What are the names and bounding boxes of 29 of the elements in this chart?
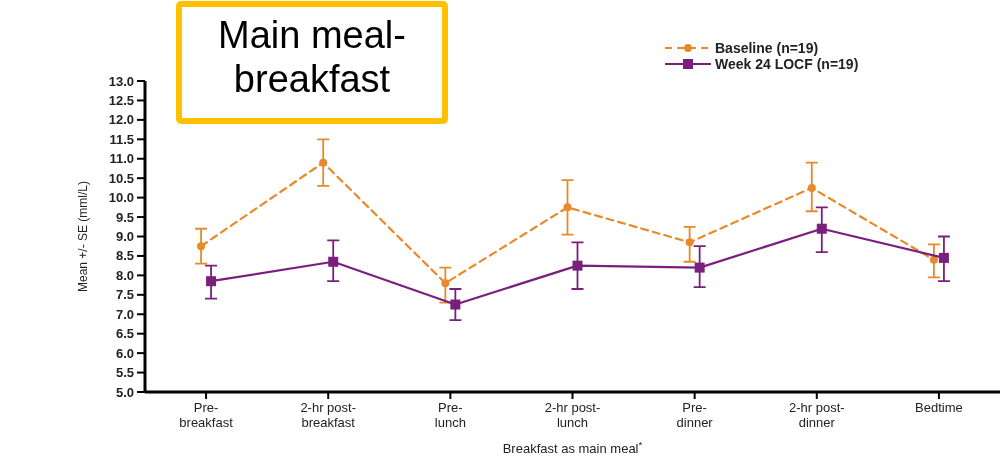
- x-tick-label: Pre- breakfast: [179, 400, 234, 430]
- y-axis-title: Mean +/- SE (mml/L): [76, 180, 90, 293]
- annotation: Main meal- breakfast: [218, 14, 406, 100]
- x-axis-title: Breakfast as main meal$^{*}$: [502, 438, 643, 456]
- y-tick-label: 6.5: [115, 326, 134, 342]
- y-tick-label: 11.5: [109, 131, 134, 147]
- x-tick-label: 2-hr post- lunch: [544, 400, 601, 430]
- y-tick-label: 5.0: [115, 384, 134, 400]
- y-tick-label: 8.5: [115, 248, 134, 264]
- y-tick-label: 13.0: [108, 73, 134, 89]
- y-tick-label: 12.0: [108, 112, 134, 128]
- y-tick-label: 7.0: [115, 306, 134, 322]
- y-tick-label: 6.0: [115, 345, 134, 361]
- x-tick-label: Bedtime: [915, 400, 963, 415]
- legend-label: Baseline (n=19): [715, 39, 819, 56]
- y-tick-label: 5.5: [115, 365, 134, 381]
- y-tick-label: 12.5: [108, 92, 134, 108]
- y-tick-label: 10.5: [108, 170, 134, 186]
- legend-label: Week 24 LOCF (n=19): [715, 55, 859, 72]
- y-tick-label: 9.0: [115, 229, 134, 245]
- y-tick-label: 9.5: [115, 209, 134, 225]
- y-tick-label: 10.0: [108, 190, 134, 206]
- x-tick-label: 2-hr post- breakfast: [300, 400, 357, 430]
- y-tick-label: 7.5: [115, 287, 134, 303]
- y-tick-label: 11.0: [109, 151, 134, 167]
- y-tick-label: 8.0: [115, 267, 134, 283]
- x-tick-label: 2-hr post- dinner: [788, 400, 845, 430]
- x-tick-label: Pre- lunch: [434, 400, 466, 430]
- x-tick-label: Pre- dinner: [676, 400, 714, 430]
